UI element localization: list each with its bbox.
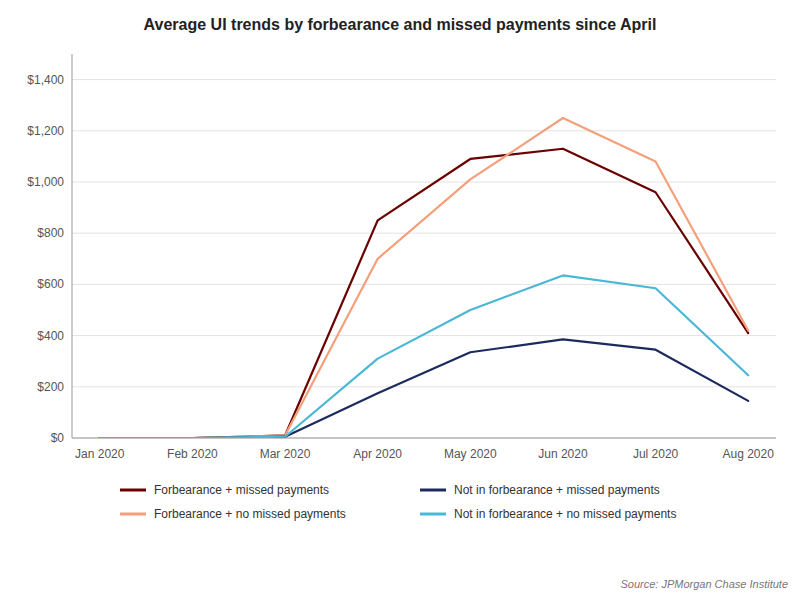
legend-swatch — [420, 513, 446, 516]
y-axis-line — [72, 54, 73, 438]
grid-line — [72, 182, 776, 183]
legend-swatch — [420, 489, 446, 492]
x-tick-label: Mar 2020 — [260, 447, 311, 461]
series-line — [100, 275, 748, 438]
y-tick-label: $800 — [37, 226, 64, 240]
series-line — [100, 149, 748, 438]
x-tick-label: Apr 2020 — [353, 447, 402, 461]
legend-label: Not in forbearance + missed payments — [454, 483, 660, 497]
legend-label: Forbearance + no missed payments — [154, 507, 346, 521]
y-tick-label: $1,000 — [27, 175, 64, 189]
annotation: Source: JPMorgan Chase Institute — [620, 578, 788, 590]
grid-line — [72, 79, 776, 80]
grid-line — [72, 386, 776, 387]
legend: Forbearance + missed payments Forbearance… — [120, 483, 676, 521]
grid-line — [72, 130, 776, 131]
x-tick-label: Jan 2020 — [75, 447, 125, 461]
y-tick-label: $400 — [37, 329, 64, 343]
y-tick-label: $0 — [51, 431, 65, 445]
y-tick-label: $1,400 — [27, 73, 64, 87]
chart: Average UI trends by forbearance and mis… — [0, 0, 800, 598]
legend-swatch — [120, 513, 146, 516]
title: Average UI trends by forbearance and mis… — [144, 16, 657, 33]
x-tick-label: Feb 2020 — [167, 447, 218, 461]
chart-container: Average UI trends by forbearance and mis… — [0, 0, 800, 598]
y-tick-label: $1,200 — [27, 124, 64, 138]
x-tick-label: Jul 2020 — [633, 447, 679, 461]
grid — [72, 80, 776, 438]
x-tick-label: Jun 2020 — [538, 447, 588, 461]
y-tick-label: $600 — [37, 277, 64, 291]
series-group — [100, 118, 748, 438]
series-line — [100, 118, 748, 438]
grid-line — [72, 284, 776, 285]
legend-label: Not in forbearance + no missed payments — [454, 507, 676, 521]
x-tick-label: Aug 2020 — [723, 447, 775, 461]
x-tick-label: May 2020 — [444, 447, 497, 461]
legend-label: Forbearance + missed payments — [154, 483, 329, 497]
grid-line — [72, 233, 776, 234]
legend-swatch — [120, 489, 146, 492]
y-tick-label: $200 — [37, 380, 64, 394]
series-line — [100, 339, 748, 438]
